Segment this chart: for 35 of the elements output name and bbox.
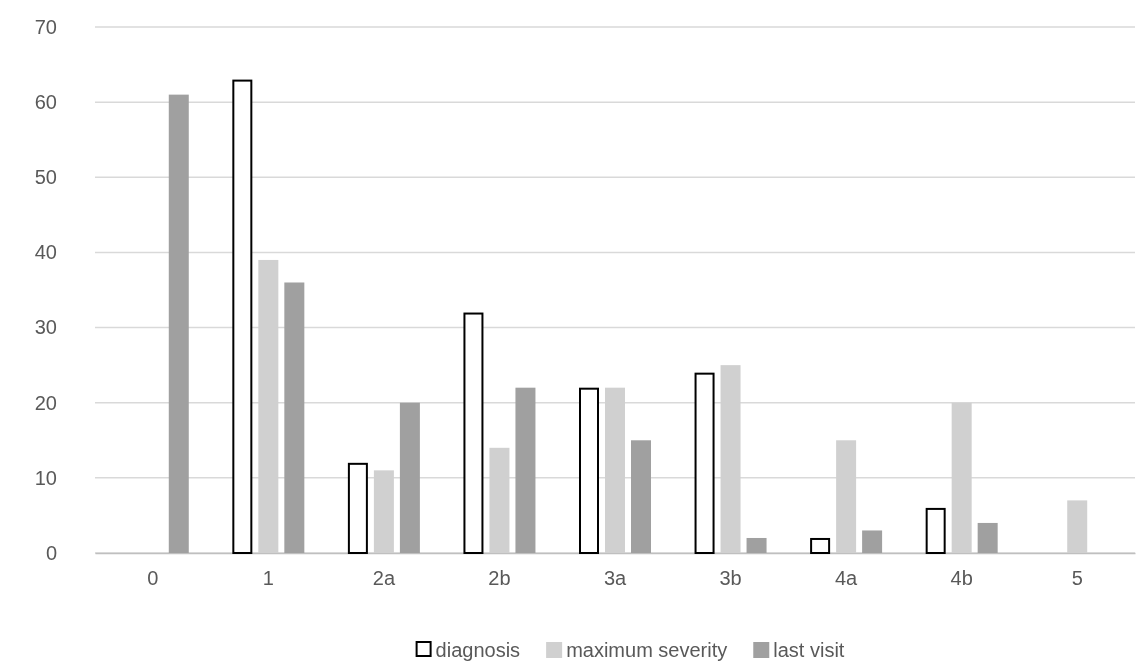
y-tick-label: 0 <box>45 541 57 564</box>
bar <box>977 522 998 553</box>
x-tick-label: 5 <box>1071 567 1083 590</box>
x-tick-label: 1 <box>262 567 274 590</box>
bar <box>168 94 189 553</box>
bar <box>347 462 368 554</box>
y-tick-label: 30 <box>34 316 57 339</box>
x-tick-label: 0 <box>147 567 159 590</box>
y-tick-label: 70 <box>34 15 57 38</box>
bar <box>515 387 536 553</box>
bar <box>399 402 420 553</box>
y-tick-label: 40 <box>34 241 57 264</box>
y-tick-label: 60 <box>34 91 57 114</box>
bar <box>810 537 831 554</box>
bar <box>694 372 715 554</box>
x-tick-label: 2a <box>372 567 396 590</box>
legend-label: last visit <box>773 639 845 661</box>
legend-label: maximum severity <box>566 639 728 661</box>
bar <box>746 537 767 553</box>
y-tick-label: 50 <box>34 166 57 189</box>
bar <box>925 507 946 554</box>
bar <box>463 312 484 554</box>
y-tick-label: 20 <box>34 391 57 414</box>
x-tick-label: 2b <box>488 567 511 590</box>
y-tick-label: 10 <box>34 466 57 489</box>
bar <box>284 282 305 553</box>
x-tick-label: 3b <box>719 567 742 590</box>
x-tick-label: 4b <box>950 567 973 590</box>
legend-label: diagnosis <box>435 639 521 661</box>
bar <box>579 387 599 554</box>
x-tick-label: 3a <box>603 567 627 590</box>
bar <box>862 530 883 553</box>
x-tick-label: 4a <box>834 567 859 590</box>
bar <box>631 440 651 553</box>
bar <box>232 79 253 554</box>
